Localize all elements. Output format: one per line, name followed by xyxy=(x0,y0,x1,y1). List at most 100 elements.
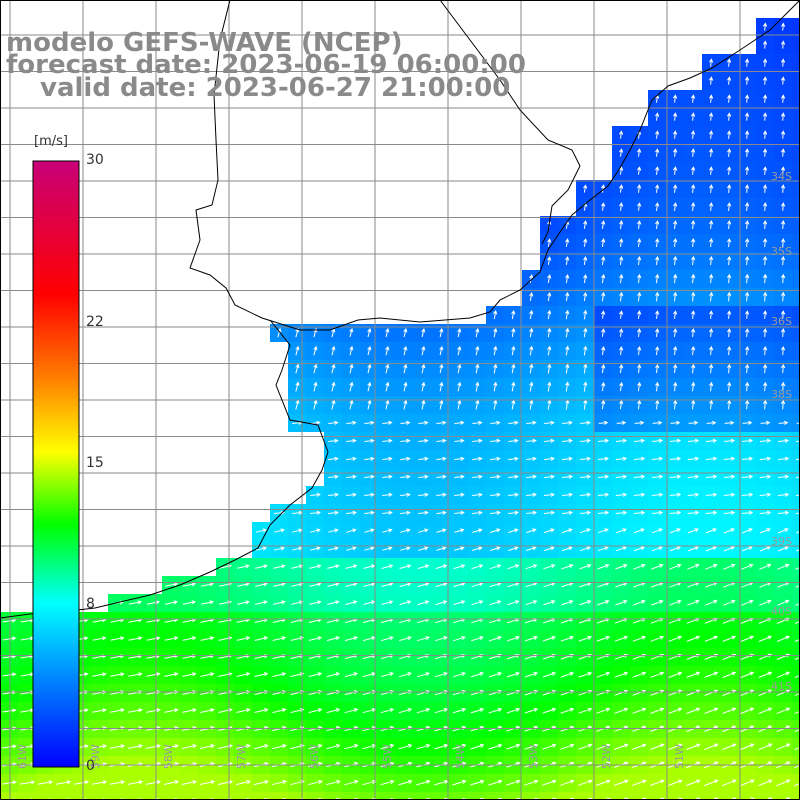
field-cell xyxy=(522,792,540,800)
wind-arrow xyxy=(762,58,768,67)
wind-arrow xyxy=(762,76,768,85)
wind-arrow xyxy=(436,546,447,551)
wind-arrow xyxy=(439,345,444,356)
field-cell xyxy=(594,792,612,800)
wind-arrow xyxy=(543,600,556,606)
wind-arrow xyxy=(200,708,215,713)
wind-arrow xyxy=(597,438,610,443)
wind-arrow xyxy=(381,564,394,569)
wind-arrow xyxy=(741,510,754,515)
wind-arrow xyxy=(633,528,645,534)
wind-arrow xyxy=(762,381,768,392)
wind-arrow xyxy=(795,602,800,606)
wind-arrow xyxy=(632,779,647,786)
wind-arrow xyxy=(199,780,216,785)
wind-arrow xyxy=(673,399,678,410)
field-cell xyxy=(144,792,162,800)
wind-arrow xyxy=(759,474,772,479)
wind-arrow xyxy=(722,635,737,642)
wind-arrow xyxy=(565,309,570,320)
wind-arrow xyxy=(740,779,755,787)
wind-arrow xyxy=(708,184,714,193)
wind-arrow xyxy=(651,492,664,497)
wind-arrow xyxy=(470,707,485,714)
field-cell xyxy=(486,792,504,800)
wind-arrow xyxy=(597,474,610,479)
wind-arrow xyxy=(418,420,429,425)
wind-arrow xyxy=(508,456,519,461)
wind-arrow xyxy=(310,510,321,515)
wind-arrow xyxy=(506,779,521,786)
wind-arrow xyxy=(796,530,800,534)
wind-arrow xyxy=(744,273,750,284)
wind-arrow xyxy=(236,600,250,605)
wind-arrow xyxy=(614,635,629,642)
wind-arrow xyxy=(346,546,357,551)
wind-arrow xyxy=(544,438,555,443)
wind-arrow xyxy=(349,345,354,356)
wind-arrow xyxy=(364,420,375,425)
wind-arrow xyxy=(637,363,642,374)
wind-arrow xyxy=(708,237,714,248)
wind-arrow xyxy=(651,546,663,552)
wind-arrow xyxy=(759,563,772,570)
wind-arrow xyxy=(780,202,786,211)
wind-arrow xyxy=(669,563,682,570)
wind-arrow xyxy=(344,708,359,714)
wind-arrow xyxy=(272,672,287,677)
wind-arrow xyxy=(794,674,800,679)
wind-arrow xyxy=(145,780,162,785)
wind-arrow xyxy=(686,635,701,642)
wind-arrow xyxy=(418,492,429,497)
wind-arrow xyxy=(475,363,480,374)
lon-label: 53W xyxy=(526,744,540,769)
wind-arrow xyxy=(326,708,341,714)
wind-arrow xyxy=(472,438,483,443)
wind-arrow xyxy=(382,528,393,533)
wind-arrow xyxy=(345,600,358,605)
wind-arrow xyxy=(690,184,696,193)
colorbar-unit: [m/s] xyxy=(34,134,68,149)
wind-arrow xyxy=(454,510,465,515)
field-cell xyxy=(468,792,486,800)
wind-arrow xyxy=(726,273,732,284)
wind-arrow xyxy=(543,492,556,497)
field-cell xyxy=(198,792,216,800)
field-cell xyxy=(414,792,432,800)
wind-arrow xyxy=(758,779,773,787)
wind-arrow xyxy=(726,255,732,266)
wind-arrow xyxy=(544,456,555,461)
field-cell xyxy=(720,792,738,800)
wind-arrow xyxy=(704,635,719,642)
wind-arrow xyxy=(416,636,430,642)
wind-arrow xyxy=(344,672,359,678)
wind-arrow xyxy=(490,474,501,479)
wind-arrow xyxy=(601,399,606,410)
wind-arrow xyxy=(762,130,768,139)
wind-arrow xyxy=(345,564,358,569)
colorbar-tick-label: 30 xyxy=(86,152,104,168)
wind-arrow xyxy=(726,202,732,211)
wind-arrow xyxy=(128,636,143,641)
wind-arrow xyxy=(488,671,502,678)
wind-arrow xyxy=(794,710,800,715)
wind-arrow xyxy=(236,708,251,713)
wind-arrow xyxy=(669,546,681,552)
field-cell xyxy=(792,666,800,684)
wind-arrow xyxy=(597,528,609,534)
wind-arrow xyxy=(655,237,660,248)
wind-arrow xyxy=(724,420,735,425)
wind-arrow xyxy=(561,600,574,606)
wind-arrow xyxy=(295,363,300,374)
wind-arrow xyxy=(794,764,800,769)
wind-arrow xyxy=(128,600,143,605)
wind-arrow xyxy=(526,492,537,497)
wind-arrow xyxy=(273,546,286,551)
wind-arrow xyxy=(619,363,624,374)
wind-arrow xyxy=(547,256,552,265)
wind-arrow xyxy=(127,744,144,749)
wind-arrow xyxy=(344,636,359,642)
wind-arrow xyxy=(418,510,429,515)
wind-arrow xyxy=(780,76,786,85)
wind-arrow xyxy=(726,184,732,193)
